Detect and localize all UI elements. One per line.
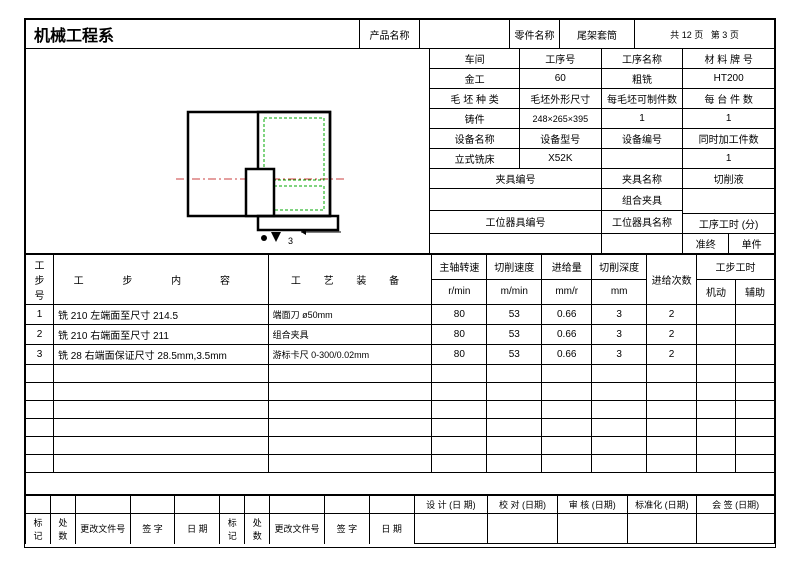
part-name-label: 零件名称: [510, 20, 560, 49]
step-feed-h: 进给量: [542, 254, 592, 279]
upr-r4-blankdim: 248×265×395: [519, 109, 601, 129]
upr-r9-toolno-l: 工位器具编号: [430, 211, 601, 233]
upr-r6-eqno: [601, 149, 683, 169]
sig-mark-l: 标记: [26, 513, 51, 544]
step-row-blank: [26, 472, 775, 494]
step-header-row-1: 工步号 工 步 内 容 工 艺 装 备 主轴转速 切削速度 进给量 切削深度 进…: [26, 254, 775, 279]
upr-r1-opname-l: 工序名称: [601, 49, 683, 69]
footer-table: 设 计 (日 期) 校 对 (日期) 审 核 (日期) 标准化 (日期) 会 签…: [25, 495, 775, 545]
upr-r6-eqname: 立式铣床: [430, 149, 520, 169]
upr-r1-workshop-l: 车间: [430, 49, 520, 69]
step-row-blank: [26, 382, 775, 400]
sig-doc-l2: 更改文件号: [270, 513, 325, 544]
upr-r3-perblank-l: 每毛坯可制件数: [601, 89, 683, 109]
step-cutspeed-h: 切削速度: [487, 254, 542, 279]
upr-r5-eqno-l: 设备编号: [601, 129, 683, 149]
step-spindle-u: r/min: [432, 279, 487, 304]
header-table: 机械工程系 产品名称 零件名称 尾架套筒 共 12 页 第 3 页: [25, 19, 775, 49]
svg-text:3: 3: [288, 236, 293, 246]
upr-r1-mat-l: 材 料 牌 号: [683, 49, 775, 69]
sig-design-l: 设 计 (日 期): [414, 495, 488, 513]
step-cutdepth-h: 切削深度: [592, 254, 647, 279]
upr-r10-toolno: [430, 233, 601, 253]
step-feed-u: mm/r: [542, 279, 592, 304]
upr-r4-perblank: 1: [601, 109, 683, 129]
upr-r7-fixname-l: 夹具名称: [601, 169, 683, 189]
sig-doc-l: 更改文件号: [75, 513, 130, 544]
step-aux-h: 辅助: [735, 279, 774, 304]
step-content-h: 工 步 内 容: [53, 254, 268, 304]
sig-sig-l2: 签 字: [324, 513, 369, 544]
diagram-cell: 3: [26, 49, 430, 253]
upr-r6-eqmodel: X52K: [519, 149, 601, 169]
step-equip-h: 工 艺 装 备: [268, 254, 432, 304]
upr-r8-coolant: [683, 189, 775, 214]
sig-qty-l: 处数: [50, 513, 75, 544]
upr-r4-blanktype: 铸件: [430, 109, 520, 129]
upr-r5-eqmodel-l: 设备型号: [519, 129, 601, 149]
step-time-h: 工步工时: [697, 254, 775, 279]
upr-r2-opname: 粗铣: [601, 69, 683, 89]
upr-r10-timesplit: 准终 单件: [683, 233, 775, 253]
upr-r8-fixname: 组合夹具: [601, 189, 683, 211]
step-row: 1铣 210 左端面至尺寸 214.5端面刀 ø50mm 80530.6632: [26, 304, 775, 324]
sig-qty-l2: 处数: [245, 513, 270, 544]
upr-r5-simul-l: 同时加工件数: [683, 129, 775, 149]
page-info: 共 12 页 第 3 页: [635, 20, 775, 49]
step-row-blank: [26, 418, 775, 436]
upr-r3-blanktype-l: 毛 坯 种 类: [430, 89, 520, 109]
sig-date-l2: 日 期: [369, 513, 414, 544]
upr-r7-coolant-l: 切削液: [683, 169, 775, 189]
part-name: 尾架套筒: [560, 20, 635, 49]
step-no-h: 工步号: [26, 254, 54, 304]
upr-r5-eqname-l: 设备名称: [430, 129, 520, 149]
upr-r3-perunit-l: 每 台 件 数: [683, 89, 775, 109]
sig-mark-l2: 标记: [220, 513, 245, 544]
prod-name: [420, 20, 510, 49]
upr-r3-blankdim-l: 毛坯外形尺寸: [519, 89, 601, 109]
upr-r6-simul: 1: [683, 149, 775, 169]
step-cutspeed-u: m/min: [487, 279, 542, 304]
part-diagram: 3: [176, 104, 346, 249]
upr-r2-mat: HT200: [683, 69, 775, 89]
upr-r2-opseq: 60: [519, 69, 601, 89]
upr-r7-fixno-l: 夹具编号: [430, 169, 601, 189]
step-row: 3铣 28 右端面保证尺寸 28.5mm,3.5mm游标卡尺 0-300/0.0…: [26, 344, 775, 364]
step-row-blank: [26, 454, 775, 472]
sig-date-l: 日 期: [175, 513, 220, 544]
step-row-blank: [26, 436, 775, 454]
sig-sig-l: 签 字: [130, 513, 175, 544]
sig-sign-l: 会 签 (日期): [697, 495, 775, 513]
step-row-blank: [26, 400, 775, 418]
sig-std-l: 标准化 (日期): [627, 495, 697, 513]
upper-table: 3 车间 工序号 工序名称 材 料 牌 号 金工 60 粗铣 HT200 毛 坯…: [25, 49, 775, 254]
upr-r1-opseq-l: 工序号: [519, 49, 601, 69]
step-table: 工步号 工 步 内 容 工 艺 装 备 主轴转速 切削速度 进给量 切削深度 进…: [25, 254, 775, 495]
dept-title: 机械工程系: [26, 20, 360, 49]
step-passes-h: 进给次数: [647, 254, 697, 304]
step-cutdepth-u: mm: [592, 279, 647, 304]
upr-r4-perunit: 1: [683, 109, 775, 129]
upr-r8-fixno: [430, 189, 601, 211]
step-machine-h: 机动: [697, 279, 736, 304]
prod-name-label: 产品名称: [360, 20, 420, 49]
sig-row-1: 设 计 (日 期) 校 对 (日期) 审 核 (日期) 标准化 (日期) 会 签…: [26, 495, 775, 513]
upr-r2-workshop: 金工: [430, 69, 520, 89]
step-row: 2铣 210 右端面至尺寸 211组合夹具 80530.6632: [26, 324, 775, 344]
upr-r9-optime-l: 工序工时 (分): [683, 213, 775, 233]
step-spindle-h: 主轴转速: [432, 254, 487, 279]
sig-proof-l: 校 对 (日期): [488, 495, 558, 513]
sig-check-l: 审 核 (日期): [557, 495, 627, 513]
upr-r10-toolname: [601, 233, 683, 253]
step-row-blank: [26, 364, 775, 382]
upr-r9-toolname-l: 工位器具名称: [601, 211, 683, 233]
